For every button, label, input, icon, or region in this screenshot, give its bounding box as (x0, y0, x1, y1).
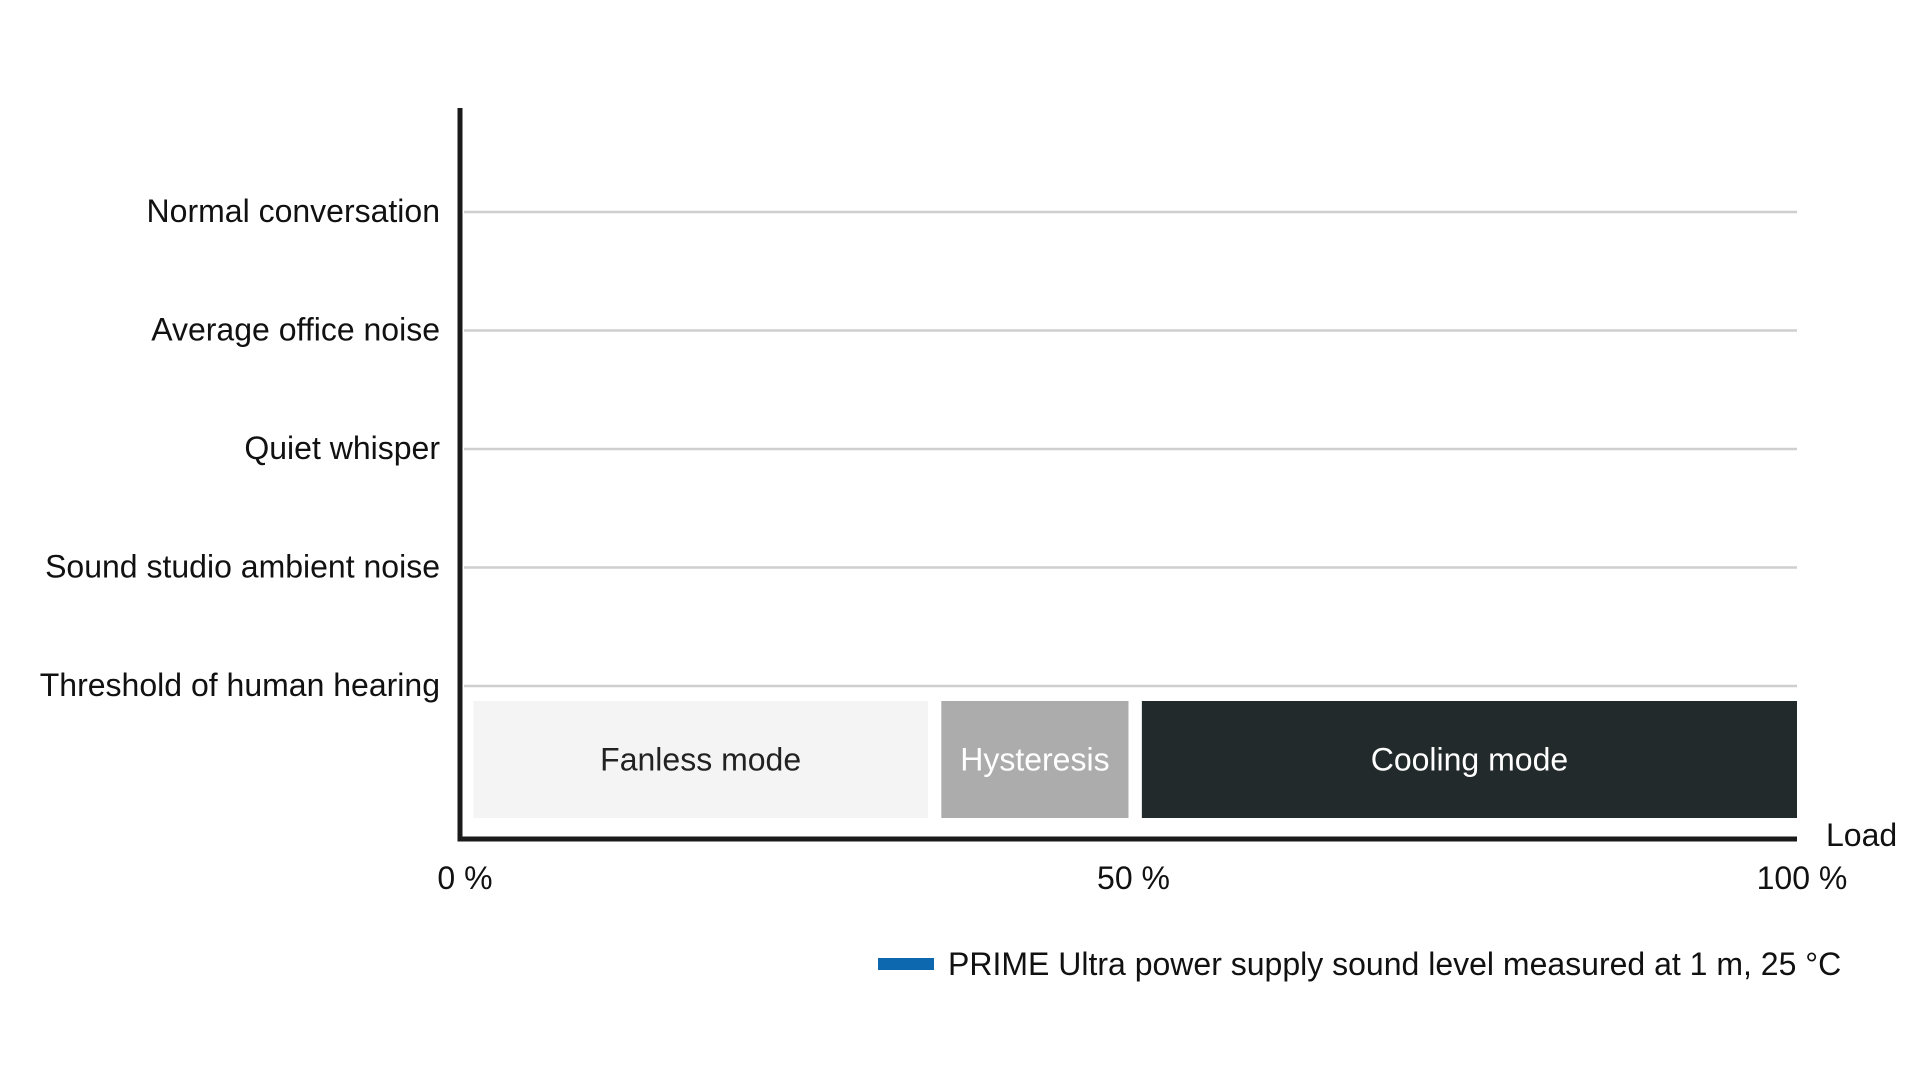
mode-band: Hysteresis (941, 701, 1129, 818)
mode-band-label: Cooling mode (1371, 742, 1568, 778)
mode-band: Cooling mode (1141, 701, 1797, 818)
y-category-label: Quiet whisper (244, 430, 440, 466)
x-axis-title: Load (1826, 817, 1897, 853)
x-tick-label: 0 % (437, 860, 492, 896)
x-tick-labels: 0 % 50 % 100 % (437, 860, 1847, 896)
y-category-label: Normal conversation (147, 193, 440, 229)
y-category-label: Threshold of human hearing (40, 667, 440, 703)
mode-band-label: Fanless mode (600, 742, 801, 778)
mode-band: Fanless mode (473, 701, 928, 818)
y-category-label: Average office noise (151, 312, 440, 348)
mode-band-label: Hysteresis (960, 742, 1109, 778)
legend-swatch (878, 958, 934, 970)
x-tick-label: 50 % (1097, 860, 1170, 896)
mode-band-rect (1141, 701, 1797, 818)
mode-band-rect (941, 701, 1129, 818)
x-tick-label: 100 % (1757, 860, 1848, 896)
grid-lines (464, 210, 1797, 688)
mode-bands: Fanless mode Hysteresis Cooling mode (473, 701, 1797, 818)
legend-label: PRIME Ultra power supply sound level mea… (948, 946, 1841, 982)
y-category-label: Sound studio ambient noise (45, 549, 440, 585)
y-category-labels: Threshold of human hearing Sound studio a… (40, 193, 441, 703)
legend: PRIME Ultra power supply sound level mea… (878, 946, 1841, 982)
mode-band-rect (473, 701, 928, 818)
